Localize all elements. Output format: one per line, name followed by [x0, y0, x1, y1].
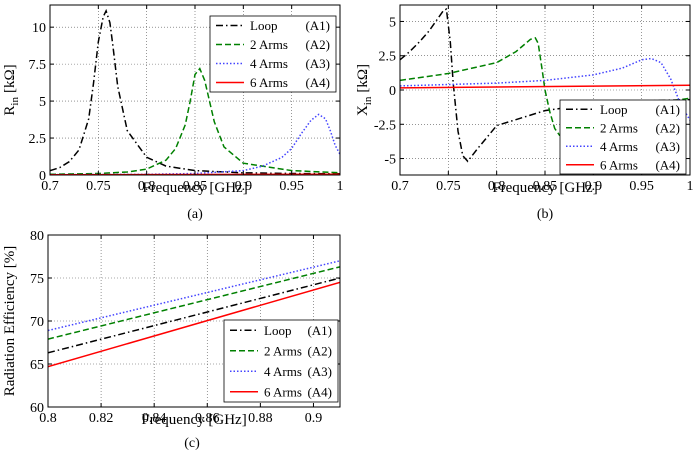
y-tick-label: 70 [30, 315, 44, 330]
x-tick-label: 0.75 [436, 179, 461, 194]
y-axis-label-unit: [kΩ] [2, 64, 18, 93]
legend-tag: (A1) [305, 18, 330, 33]
series-line-1 [50, 67, 340, 175]
x-tick-label: 0.95 [629, 179, 654, 194]
y-axis-label-sub: in [362, 96, 374, 105]
legend-tag: (A3) [655, 139, 680, 154]
legend-label: 6 Arms [264, 384, 302, 399]
x-tick-label: 0.9 [585, 179, 603, 194]
legend-tag: (A2) [305, 37, 330, 52]
y-axis-label-main: R [2, 106, 18, 116]
legend-label: 6 Arms [600, 157, 638, 172]
legend-tag: (A4) [307, 384, 332, 399]
x-tick-label: 0.85 [533, 179, 558, 194]
legend-box [559, 99, 687, 175]
x-tick-label: 0.8 [138, 179, 156, 194]
y-tick-label: 2.5 [29, 132, 47, 147]
legend-label: 2 Arms [600, 120, 638, 135]
series-line-3 [48, 281, 340, 368]
legend: Loop (A1) 2 Arms (A2) 4 Arms (A3) 6 Arms (A4) [209, 15, 337, 93]
x-tick-label: 0.82 [89, 411, 114, 426]
legend-tag: (A1) [307, 323, 332, 338]
series-line-0 [48, 277, 340, 354]
x-tick-label: 0.95 [279, 179, 304, 194]
panel-b-xin-chart: 0.7 0.75 0.8 0.85 0.9 0.95 1 -5 -2.5 0 2.5 5 Frequen… [355, 4, 694, 222]
x-tick-label: 0.8 [488, 179, 506, 194]
x-tick-label: 0.88 [248, 411, 273, 426]
series-line-0 [50, 8, 340, 175]
panel-c-efficiency-chart: 0.8 0.82 0.84 0.86 0.88 0.9 60 65 70 75 80 Frequenc… [2, 229, 341, 451]
y-axis-label: Radiation Efficiency [%] [2, 246, 18, 397]
legend-label: 2 Arms [264, 343, 302, 358]
y-tick-label: 65 [30, 358, 44, 373]
series-line-2 [50, 113, 340, 175]
y-axis-label-sub: in [9, 97, 21, 106]
panel-label: (b) [537, 207, 554, 222]
x-axis-label: Frequency [GHz] [492, 180, 597, 196]
legend-label: Loop [264, 323, 291, 338]
y-tick-label: 60 [30, 401, 44, 416]
panel-label: (c) [184, 436, 200, 451]
panel-a-rin-chart: 0.7 0.75 0.8 0.85 0.9 0.95 102.557.510Frequenc… [2, 4, 344, 222]
legend-tag: (A3) [307, 364, 332, 379]
y-axis-label: Rin [kΩ] [2, 64, 21, 115]
y-tick-label: -2.5 [374, 118, 396, 133]
x-tick-label: 0.7 [391, 179, 409, 194]
legend-tag: (A4) [305, 75, 330, 90]
y-tick-label: 75 [30, 272, 44, 287]
x-tick-label: 1 [337, 179, 344, 194]
x-tick-label: 0.9 [235, 179, 253, 194]
y-tick-label: 80 [30, 229, 44, 244]
legend-label: Loop [600, 102, 627, 117]
y-tick-label: 0 [39, 169, 46, 184]
y-tick-label: 5 [389, 15, 396, 30]
x-tick-label: 0.9 [305, 411, 323, 426]
x-tick-label: 0.85 [183, 179, 208, 194]
series-line-0 [400, 7, 690, 163]
series-line-3 [400, 84, 690, 89]
x-tick-label: 0.75 [86, 179, 111, 194]
legend-label: 4 Arms [600, 139, 638, 154]
x-tick-label: 0.86 [195, 411, 220, 426]
x-tick-label: 1 [687, 179, 694, 194]
series-line-2 [48, 260, 340, 332]
legend-box [209, 15, 337, 93]
legend-tag: (A3) [305, 56, 330, 71]
legend-label: 6 Arms [250, 75, 288, 90]
legend: Loop (A1) 2 Arms (A2) 4 Arms (A3) 6 Arms (A4) [559, 99, 687, 175]
legend-label: 2 Arms [250, 37, 288, 52]
legend-tag: (A2) [307, 343, 332, 358]
y-tick-label: -5 [384, 153, 396, 168]
legend-tag: (A1) [655, 102, 680, 117]
x-tick-label: 0.84 [142, 411, 167, 426]
y-tick-label: 5 [39, 95, 46, 110]
series-line-1 [48, 266, 340, 340]
legend: Loop (A1) 2 Arms (A2) 4 Arms (A3) 6 Arms (A4) [223, 319, 339, 403]
y-tick-label: 7.5 [29, 58, 47, 73]
y-tick-label: 2.5 [379, 50, 397, 65]
x-tick-label: 0.8 [39, 411, 57, 426]
legend-tag: (A2) [655, 120, 680, 135]
legend-tag: (A4) [655, 157, 680, 172]
y-axis-label-unit: [kΩ] [355, 64, 371, 93]
y-axis-label-main: X [355, 105, 371, 116]
y-axis-label: Xin [kΩ] [355, 64, 374, 116]
legend-label: 4 Arms [264, 364, 302, 379]
x-axis-label: Frequency [GHz] [142, 180, 247, 196]
panel-label: (a) [187, 207, 203, 222]
y-tick-label: 0 [389, 84, 396, 99]
y-tick-label: 10 [32, 21, 46, 36]
legend-box [223, 319, 339, 403]
legend-label: Loop [250, 18, 277, 33]
x-tick-label: 0.7 [41, 179, 59, 194]
legend-label: 4 Arms [250, 56, 288, 71]
x-axis-label: Frequency [GHz] [141, 412, 246, 428]
